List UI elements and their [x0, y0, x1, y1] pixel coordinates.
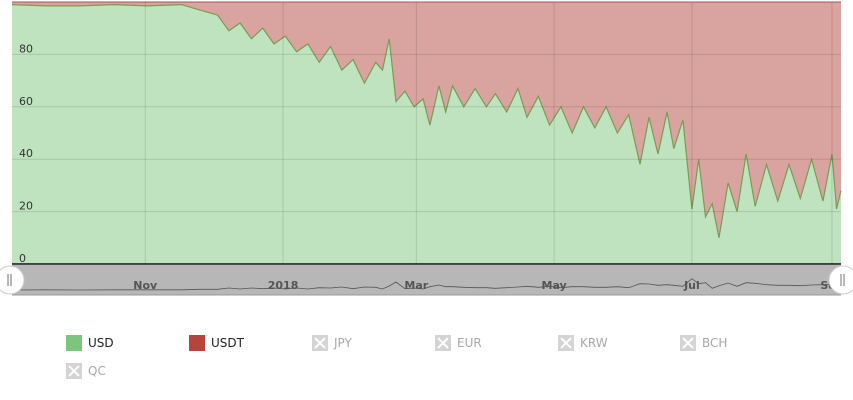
legend-label-krw: KRW: [580, 336, 608, 350]
navigator-line: [11, 278, 842, 291]
legend-swatch-usdt: [189, 335, 205, 351]
left-handle-circle[interactable]: [0, 265, 25, 295]
legend-item-qc[interactable]: QC: [66, 362, 106, 380]
x-tick-label: Jul: [683, 279, 700, 292]
y-tick-label: 0: [19, 252, 26, 265]
legend-swatch-usd: [66, 335, 82, 351]
legend-item-usd[interactable]: USD: [66, 334, 114, 352]
legend-label-jpy: JPY: [334, 336, 352, 350]
usd-series-area-group: [11, 3, 842, 264]
legend-disabled-x-icon: [680, 335, 696, 351]
legend-label-bch: BCH: [702, 336, 728, 350]
y-tick-label: 80: [19, 42, 33, 55]
y-tick-label: 60: [19, 95, 33, 108]
usd-boundary-line: [11, 3, 842, 238]
grid-lines: [12, 2, 841, 264]
navigator-left-handle[interactable]: [0, 265, 25, 295]
legend-label-qc: QC: [88, 364, 106, 378]
navigator-series-line: [11, 278, 842, 291]
navigator[interactable]: Nov2018MarMayJulSep: [0, 265, 853, 296]
x-tick-label: 2018: [268, 279, 299, 292]
legend-disabled-x-icon: [435, 335, 451, 351]
navigator-right-handle[interactable]: [828, 265, 853, 295]
legend-label-eur: EUR: [457, 336, 482, 350]
legend-disabled-x-icon: [312, 335, 328, 351]
y-axis-ticks: 0 20 40 60 80: [19, 42, 33, 265]
legend-label-usd: USD: [88, 336, 114, 350]
x-tick-label: Mar: [404, 279, 428, 292]
legend-item-bch[interactable]: BCH: [680, 334, 727, 352]
legend-item-usdt[interactable]: USDT: [189, 334, 244, 352]
x-tick-label: May: [542, 279, 567, 292]
legend-item-jpy[interactable]: JPY: [312, 334, 352, 352]
legend-disabled-x-icon: [66, 363, 82, 379]
legend-label-usdt: USDT: [211, 336, 244, 350]
handle-grip-icon: [7, 274, 12, 286]
x-tick-label: Nov: [133, 279, 158, 292]
usd-area: [12, 4, 841, 264]
legend-item-eur[interactable]: EUR: [435, 334, 482, 352]
handle-grip-icon: [840, 274, 845, 286]
legend-disabled-x-icon: [558, 335, 574, 351]
y-tick-label: 40: [19, 147, 33, 160]
legend-item-krw[interactable]: KRW: [558, 334, 608, 352]
y-tick-label: 20: [19, 200, 33, 213]
